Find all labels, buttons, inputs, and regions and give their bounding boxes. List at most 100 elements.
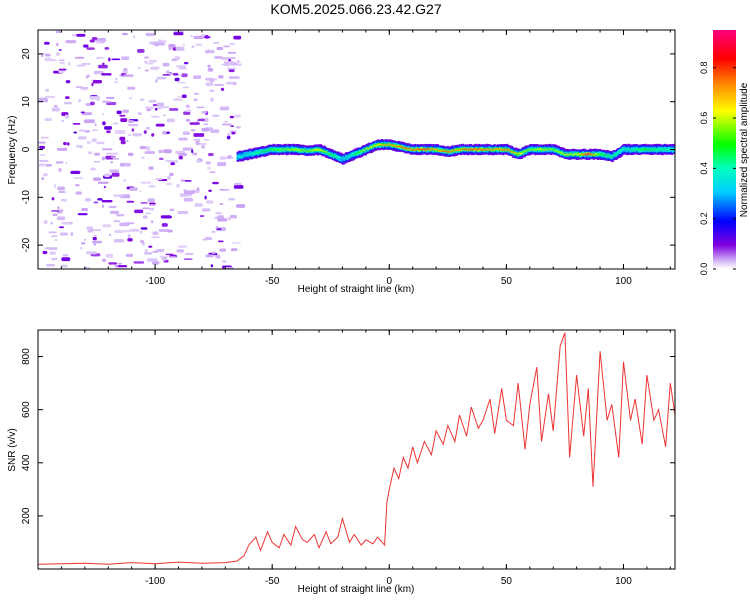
noise-speckle [169, 172, 174, 177]
noise-speckle [177, 81, 187, 84]
colorbar-gradient [713, 30, 736, 269]
noise-speckle [161, 106, 170, 108]
noise-speckle [178, 67, 187, 70]
noise-speckle [58, 226, 65, 229]
noise-speckle [219, 106, 230, 111]
noise-speckle [93, 201, 99, 204]
noise-speckle [57, 186, 65, 191]
noise-speckle [108, 205, 117, 209]
noise-speckle [193, 75, 202, 79]
noise-speckle [234, 182, 242, 186]
noise-speckle [111, 172, 120, 177]
noise-speckle [92, 236, 97, 241]
noise-speckle [104, 173, 110, 178]
noise-speckle [226, 135, 231, 140]
noise-speckle [163, 149, 172, 154]
noise-speckle [173, 98, 183, 101]
noise-speckle [206, 200, 214, 204]
noise-speckle [73, 177, 84, 180]
noise-speckle [169, 256, 177, 259]
noise-speckle [152, 261, 160, 265]
chart-title: KOM5.2025.066.23.42.G27 [270, 1, 442, 17]
noise-speckle [86, 47, 95, 50]
noise-speckle [181, 73, 188, 78]
noise-speckle [132, 35, 136, 39]
noise-speckle [45, 164, 52, 167]
noise-speckle [93, 160, 101, 163]
noise-speckle [123, 179, 127, 182]
noise-speckle [183, 61, 189, 65]
noise-speckle [226, 81, 236, 85]
noise-speckle [84, 130, 91, 133]
noise-speckle [227, 51, 237, 54]
noise-speckle [86, 251, 97, 255]
noise-speckle [161, 256, 167, 261]
noise-speckle [75, 145, 83, 148]
noise-speckle [85, 198, 92, 202]
noise-speckle [60, 209, 64, 213]
noise-speckle [233, 35, 242, 40]
noise-speckle [65, 96, 70, 99]
noise-speckle [53, 105, 58, 108]
noise-speckle [230, 125, 235, 128]
noise-speckle [176, 249, 184, 253]
noise-speckle [183, 258, 193, 260]
noise-speckle [194, 203, 203, 207]
noise-speckle [228, 198, 236, 201]
noise-speckle [93, 70, 104, 75]
noise-speckle [220, 217, 225, 220]
noise-speckle [221, 57, 231, 60]
noise-speckle [232, 242, 242, 244]
colorbar-tick-label: 0.0 [699, 263, 709, 276]
noise-speckle [147, 148, 151, 152]
noise-speckle [167, 229, 173, 233]
noise-speckle [104, 47, 110, 50]
noise-speckle [55, 30, 63, 34]
noise-speckle [106, 130, 111, 134]
noise-speckle [46, 59, 57, 62]
noise-speckle [40, 136, 49, 139]
noise-speckle [203, 123, 209, 125]
noise-speckle [178, 152, 188, 157]
noise-speckle [201, 128, 209, 132]
noise-speckle [141, 156, 145, 159]
noise-speckle [67, 61, 71, 66]
noise-speckle [119, 229, 131, 233]
noise-speckle [90, 167, 96, 171]
noise-speckle [148, 59, 157, 63]
noise-speckle [105, 253, 114, 258]
noise-speckle [204, 195, 207, 200]
noise-speckle [228, 76, 240, 79]
noise-speckle [207, 64, 211, 68]
x-tick-label: -50 [265, 576, 280, 587]
noise-speckle [44, 41, 50, 45]
noise-speckle [139, 190, 142, 193]
snr-y-ticks: 200 400 600 800 [21, 348, 675, 524]
noise-speckle [119, 114, 126, 117]
noise-speckle [57, 147, 68, 151]
noise-speckle [127, 152, 134, 156]
noise-speckle [230, 248, 238, 252]
noise-speckle [134, 209, 144, 214]
noise-speckle [148, 99, 157, 103]
noise-speckle [196, 106, 205, 109]
y-tick-label: 600 [21, 401, 32, 418]
noise-speckle [201, 208, 211, 212]
noise-speckle [223, 120, 228, 123]
noise-speckle [96, 141, 105, 145]
noise-speckle [83, 238, 87, 241]
noise-speckle [59, 232, 69, 236]
noise-speckle [95, 57, 104, 59]
noise-speckle [51, 210, 60, 212]
noise-speckle [225, 188, 229, 191]
noise-speckle [177, 245, 188, 248]
noise-speckle [205, 254, 214, 258]
noise-speckle [144, 248, 148, 253]
noise-speckle [98, 64, 108, 69]
noise-speckle [150, 220, 154, 224]
noise-speckle [127, 238, 133, 242]
noise-speckle [83, 44, 89, 48]
x-tick-label: 100 [615, 276, 632, 287]
x-tick-label: 100 [615, 576, 632, 587]
noise-speckle [156, 76, 167, 80]
